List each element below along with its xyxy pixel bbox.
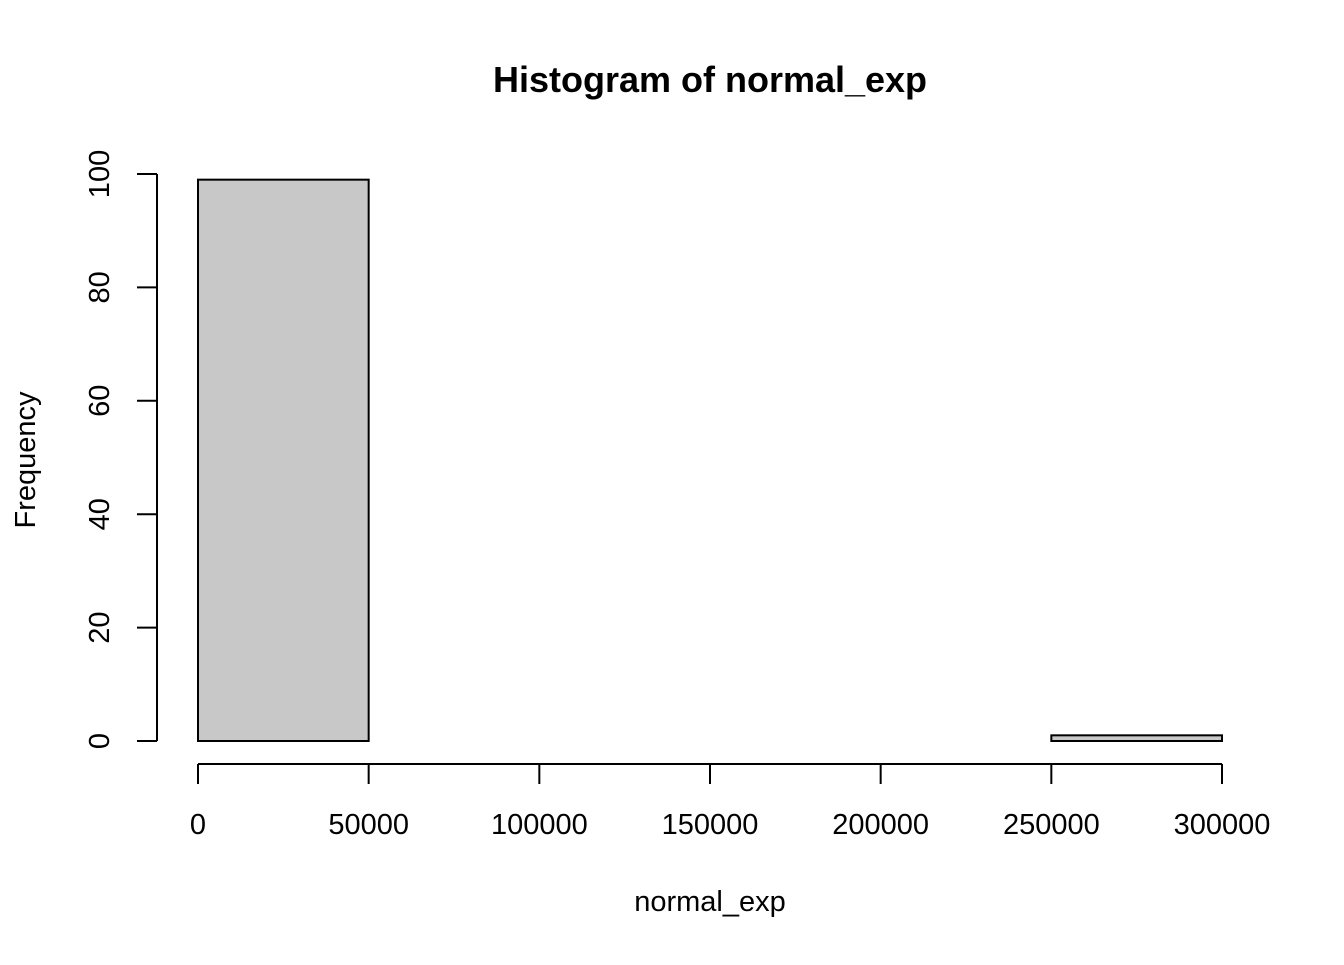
histogram-bar-5 bbox=[1050, 734, 1224, 743]
histogram-bar-0 bbox=[197, 178, 370, 743]
x-tick-label: 200000 bbox=[832, 809, 929, 841]
y-tick-label: 60 bbox=[84, 385, 116, 417]
x-tick-label: 0 bbox=[190, 809, 206, 841]
x-axis: 0 50000 100000 150000 200000 250000 300000 bbox=[190, 763, 1271, 841]
bars bbox=[197, 178, 1224, 743]
y-tick-label: 40 bbox=[84, 498, 116, 530]
y-tick-label: 100 bbox=[84, 150, 116, 198]
y-axis-label: Frequency bbox=[10, 391, 42, 529]
x-tick-label: 250000 bbox=[1003, 809, 1100, 841]
x-tick-label: 100000 bbox=[491, 809, 588, 841]
y-axis: 0 20 40 60 80 100 bbox=[84, 150, 158, 749]
y-tick-label: 80 bbox=[84, 271, 116, 303]
x-axis-label: normal_exp bbox=[634, 886, 786, 918]
x-tick-label: 50000 bbox=[328, 809, 409, 841]
x-tick-label: 150000 bbox=[662, 809, 759, 841]
x-tick-label: 300000 bbox=[1174, 809, 1271, 841]
y-tick-label: 20 bbox=[84, 611, 116, 643]
y-tick-label: 0 bbox=[84, 733, 116, 749]
chart-title: Histogram of normal_exp bbox=[493, 59, 927, 100]
